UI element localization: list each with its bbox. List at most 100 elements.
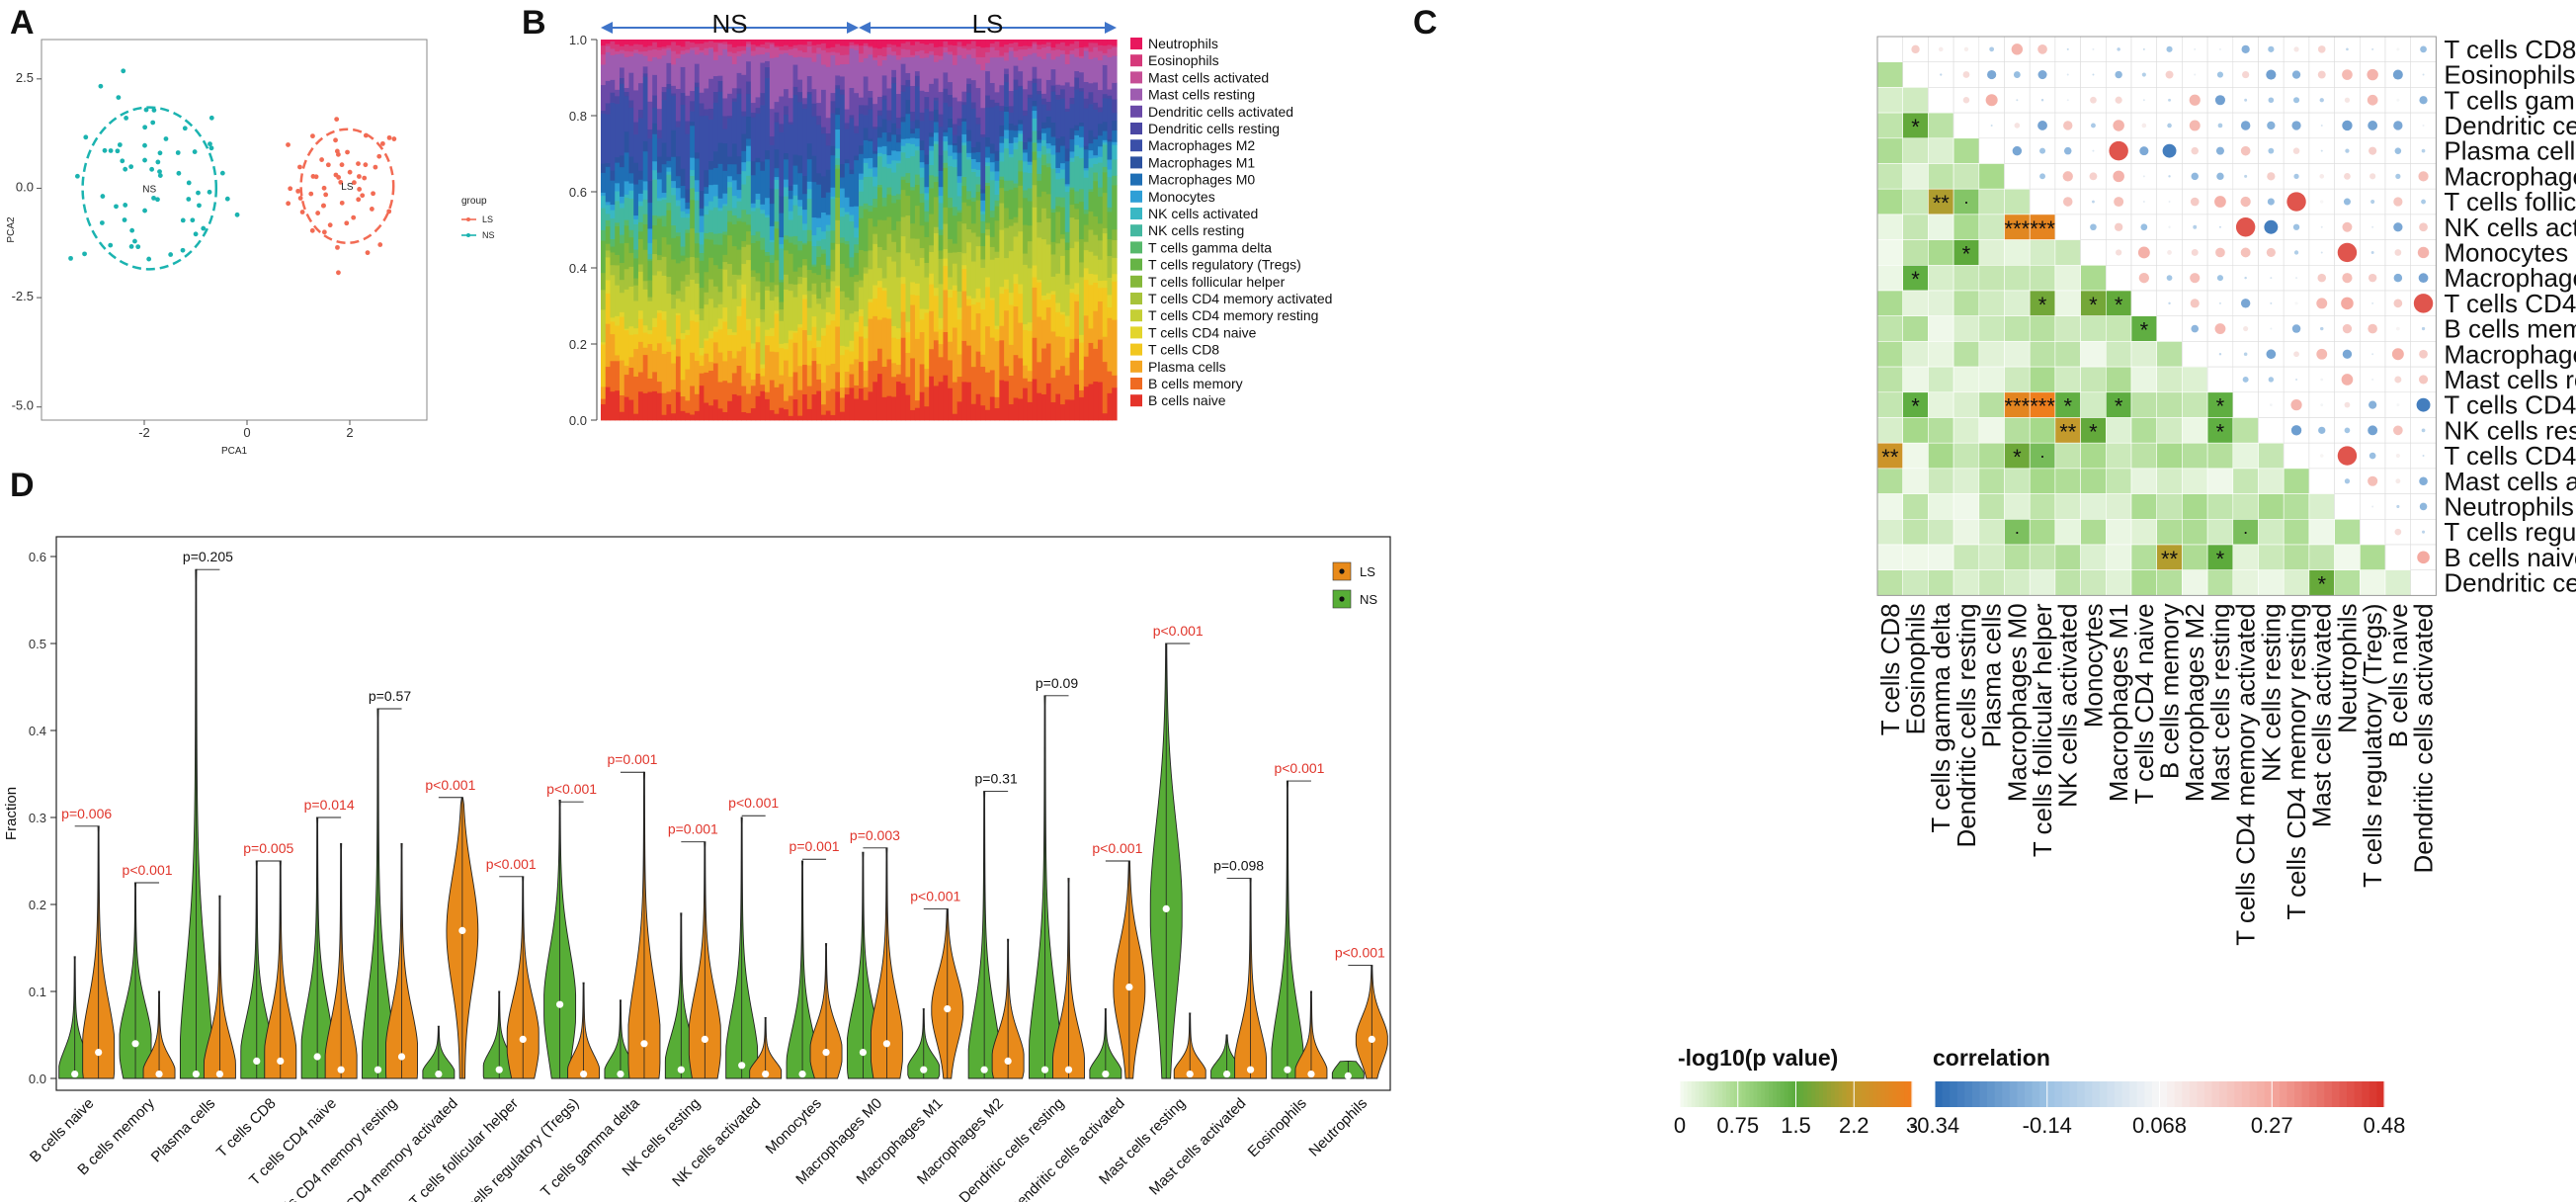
ns-median-point — [1162, 904, 1170, 912]
stacked-bar-segment — [952, 243, 958, 253]
stacked-bar-segment — [680, 49, 687, 55]
pvalue-legend-gradient-step — [1710, 1081, 1715, 1107]
p-value-label: p=0.31 — [975, 771, 1018, 787]
stacked-bar-segment — [952, 263, 958, 286]
stacked-bar-segment — [830, 242, 836, 250]
stacked-bar-segment — [1050, 91, 1056, 123]
stacked-bar-segment — [671, 180, 677, 188]
correlation-legend-gradient-step — [2092, 1081, 2101, 1107]
stacked-bar-segment — [886, 167, 892, 188]
pvalue-cell — [1876, 61, 1904, 88]
pvalue-cell — [2054, 544, 2081, 571]
stacked-bar-segment — [708, 119, 714, 162]
stacked-bar-segment — [755, 281, 761, 293]
correlation-dot — [2422, 530, 2426, 534]
pvalue-cell — [2080, 315, 2107, 342]
scatter-point — [363, 162, 369, 168]
scatter-point — [339, 200, 345, 206]
legend-swatch — [1130, 105, 1142, 118]
stacked-bar-segment — [619, 292, 625, 312]
correlation-dot — [2368, 121, 2378, 130]
p-value-label: p<0.001 — [910, 888, 960, 903]
stacked-bar-segment — [1037, 139, 1042, 143]
stacked-bar-segment — [741, 49, 747, 54]
stacked-bar-segment — [727, 187, 733, 212]
correlation-legend-gradient-step — [2257, 1081, 2266, 1107]
stacked-bar-segment — [750, 50, 757, 56]
stacked-bar-segment — [750, 379, 757, 386]
stacked-bar-segment — [999, 40, 1005, 47]
stacked-bar-segment — [994, 160, 1000, 172]
diagonal-cell — [2080, 239, 2107, 266]
pvalue-cell — [2105, 341, 2132, 368]
stacked-bar-segment — [849, 220, 855, 258]
significance-mark: ** — [2161, 547, 2179, 571]
stacked-bar-segment — [642, 46, 649, 52]
y-tick-label: -5.0 — [12, 398, 34, 413]
pvalue-cell — [2029, 264, 2056, 292]
scatter-point — [386, 209, 392, 215]
stacked-bar-segment — [1050, 136, 1056, 146]
stacked-bar-segment — [792, 154, 798, 166]
scatter-point — [219, 170, 225, 176]
stacked-bar-segment — [1027, 321, 1034, 331]
correlation-dot — [2295, 378, 2298, 381]
stacked-bar-segment — [769, 327, 776, 337]
ls-median-point — [762, 1071, 770, 1078]
stacked-bar-segment — [1027, 47, 1034, 55]
scatter-point — [115, 148, 121, 154]
correlation-legend-gradient-step — [2294, 1081, 2303, 1107]
stacked-bar-segment — [914, 238, 921, 267]
pvalue-legend-gradient-step — [1850, 1081, 1855, 1107]
stacked-bar-segment — [948, 40, 954, 45]
stacked-bar-segment — [825, 192, 832, 215]
pvalue-cell — [2130, 366, 2158, 393]
stacked-bar-segment — [1069, 53, 1075, 87]
stacked-bar-segment — [914, 50, 921, 56]
stacked-bar-segment — [717, 328, 723, 353]
stacked-bar-segment — [788, 330, 794, 340]
stacked-bar-segment — [1037, 157, 1042, 174]
stacked-bar-segment — [970, 79, 977, 103]
stacked-bar-segment — [623, 91, 630, 97]
stacked-bar-segment — [933, 78, 940, 98]
pvalue-legend-gradient-step — [1795, 1081, 1801, 1107]
scatter-point — [82, 251, 87, 257]
stacked-bar-segment — [680, 104, 687, 169]
scatter-point — [121, 68, 126, 74]
stacked-bar-segment — [722, 360, 728, 382]
stacked-bar-segment — [746, 60, 752, 82]
legend-swatch — [1130, 258, 1142, 271]
pvalue-cell — [1902, 264, 1929, 292]
stacked-bar-segment — [633, 249, 639, 259]
stacked-bar-segment — [746, 46, 752, 62]
stacked-bar-segment — [633, 258, 639, 279]
stacked-bar-segment — [1069, 103, 1075, 129]
stacked-bar-segment — [1074, 125, 1080, 131]
stacked-bar-segment — [943, 129, 949, 132]
stacked-bar-segment — [792, 330, 798, 333]
correlation-dot — [2344, 172, 2351, 180]
stacked-bar-segment — [615, 389, 621, 421]
stacked-bar-segment — [825, 365, 832, 391]
stacked-bar-segment — [699, 243, 705, 253]
correlation-dot — [2293, 250, 2299, 255]
stacked-bar-segment — [854, 252, 860, 276]
stacked-bar-segment — [746, 175, 752, 215]
stacked-bar-segment — [806, 93, 813, 144]
stacked-bar-segment — [999, 229, 1005, 288]
row-label: Dendritic cells activated — [2444, 568, 2576, 598]
stacked-bar-segment — [765, 40, 771, 43]
scatter-point — [201, 225, 207, 231]
stacked-bar-segment — [840, 263, 846, 292]
stacked-bar-segment — [863, 139, 870, 159]
correlation-dot — [2419, 222, 2428, 232]
stacked-bar-segment — [765, 290, 771, 330]
stacked-bar-segment — [938, 195, 945, 204]
pvalue-cell — [2308, 544, 2335, 571]
correlation-dot — [2341, 374, 2354, 386]
stacked-bar-segment — [722, 261, 728, 270]
stacked-bar-segment — [1037, 282, 1042, 317]
correlation-dot — [2421, 148, 2426, 153]
stacked-bar-segment — [628, 356, 634, 369]
